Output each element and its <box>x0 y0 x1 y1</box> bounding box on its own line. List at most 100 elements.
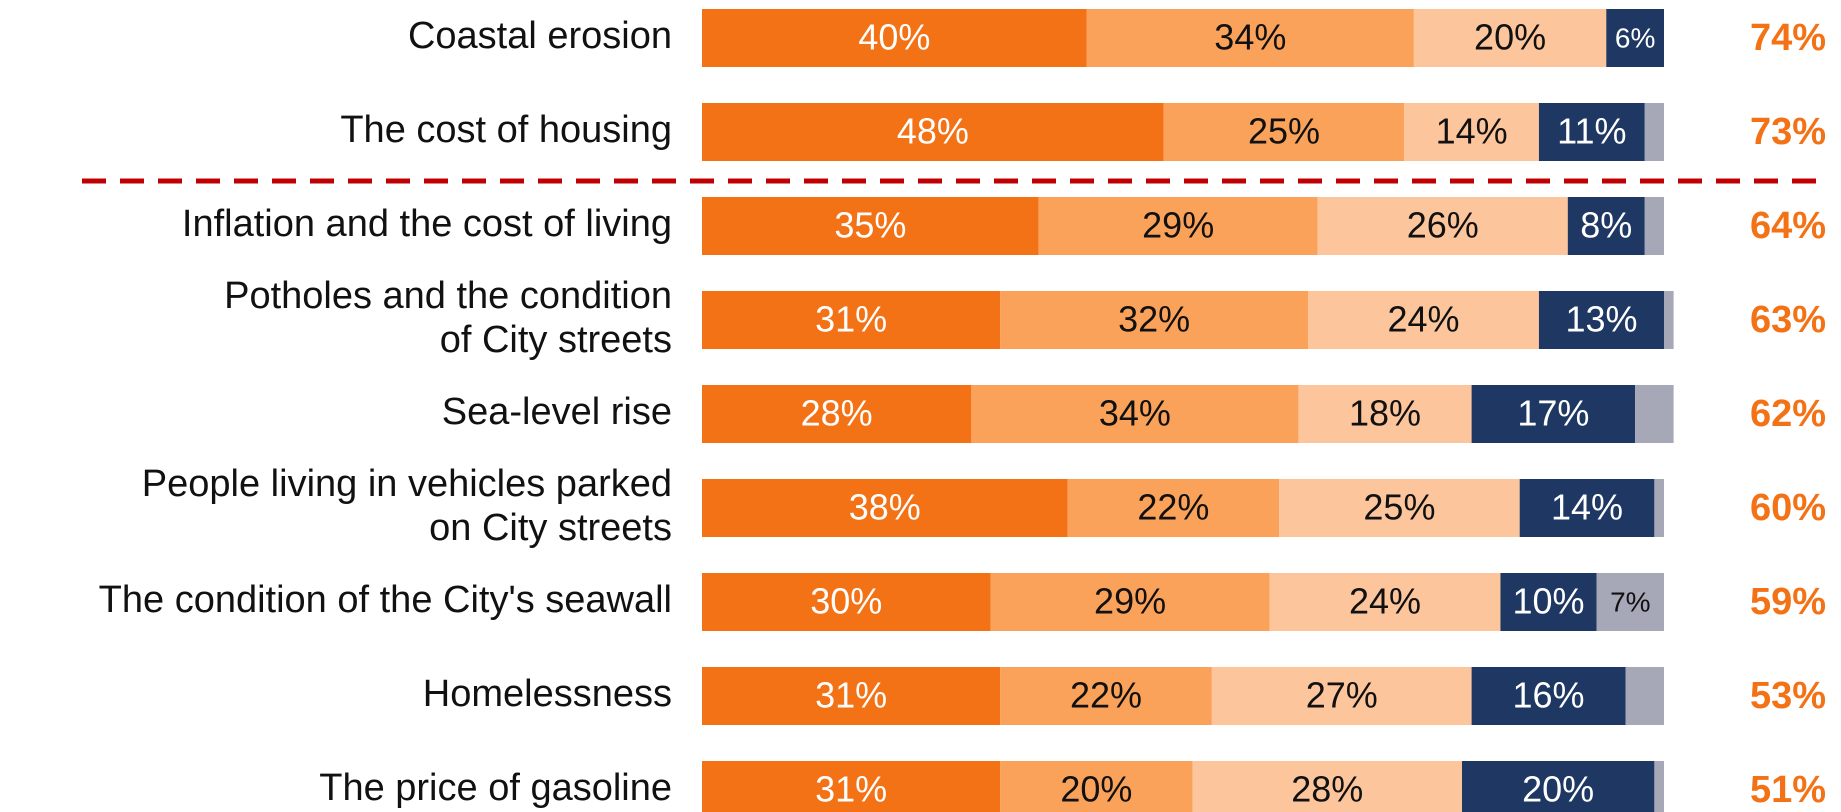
bar-segment <box>1461 761 1655 812</box>
bar-segment <box>702 667 1001 725</box>
total-value-label: 51% <box>1750 769 1826 811</box>
bar-segment <box>1038 197 1318 255</box>
bar-segment <box>1163 103 1405 161</box>
bar-segment <box>971 385 1299 443</box>
category-label-line: Sea-level rise <box>442 391 672 433</box>
bar-row: The price of gasoline 31% 20% 28% 20% 51% <box>319 761 1826 812</box>
total-value-label: 60% <box>1750 487 1826 529</box>
segment-value-label: 11% <box>1557 111 1626 152</box>
total-value-label: 74% <box>1750 17 1826 59</box>
bar-segment <box>1644 103 1664 161</box>
total-value-label: 64% <box>1750 205 1826 247</box>
bar-segment <box>1086 9 1414 67</box>
bar-row: The cost of housing 48% 25% 14% 11% 73% <box>340 103 1826 161</box>
bar-segment <box>1538 103 1645 161</box>
bar-segment <box>1471 667 1626 725</box>
bar-segment <box>1000 667 1212 725</box>
bar-segment <box>1279 479 1520 537</box>
category-label: Coastal erosion <box>408 15 672 57</box>
bar-segment <box>702 761 1001 812</box>
category-label-line: of City streets <box>440 319 672 361</box>
bar-segment <box>1192 761 1462 812</box>
bar-row: Homelessness 31% 22% 27% 16% 53% <box>423 667 1826 725</box>
category-label: People living in vehicles parked on City … <box>142 463 672 549</box>
segment-value-label: 34% <box>1214 17 1286 58</box>
bar-segment <box>1413 9 1607 67</box>
segment-value-label: 29% <box>1142 205 1214 246</box>
total-value-label: 53% <box>1750 675 1826 717</box>
segment-value-label: 32% <box>1118 299 1190 340</box>
bar-segment <box>702 291 1001 349</box>
category-label: The cost of housing <box>340 109 672 151</box>
bar-row: The condition of the City's seawall 30% 29… <box>99 573 1826 631</box>
segment-value-label: 29% <box>1094 581 1166 622</box>
segment-value-label: 22% <box>1137 487 1209 528</box>
bar-segment <box>702 197 1039 255</box>
segment-value-label: 28% <box>801 393 873 434</box>
category-label: Sea-level rise <box>442 391 672 433</box>
segment-value-label: 18% <box>1349 393 1421 434</box>
category-label-line: on City streets <box>429 507 672 549</box>
bar-row: Coastal erosion 40% 34% 20% 6% 74% <box>408 9 1826 67</box>
category-label-line: The price of gasoline <box>319 767 672 809</box>
category-label-line: The cost of housing <box>340 109 672 151</box>
bar-segment <box>1211 667 1472 725</box>
bar-segment <box>702 479 1068 537</box>
segment-value-label: 25% <box>1248 111 1320 152</box>
segment-value-label: 17% <box>1517 393 1589 434</box>
bar-segment <box>1538 291 1664 349</box>
bar-segment <box>1654 761 1664 812</box>
segment-value-label: 35% <box>834 205 906 246</box>
category-label: Potholes and the condition of City street… <box>224 275 672 361</box>
bar-segment <box>1625 667 1664 725</box>
total-value-label: 63% <box>1750 299 1826 341</box>
bar-segment <box>1308 291 1539 349</box>
segment-value-label: 31% <box>815 675 887 716</box>
segment-value-label: 48% <box>897 111 969 152</box>
segment-value-label: 40% <box>858 17 930 58</box>
segment-value-label: 38% <box>849 487 921 528</box>
total-value-label: 73% <box>1750 111 1826 153</box>
category-label-line: The condition of the City's seawall <box>99 579 672 621</box>
bar-segment <box>1644 197 1664 255</box>
segment-value-label: 34% <box>1099 393 1171 434</box>
bar-segment <box>1500 573 1597 631</box>
bar-segment <box>1269 573 1501 631</box>
bar-row: Potholes and the condition of City street… <box>224 275 1826 361</box>
category-label-line: Potholes and the condition <box>224 275 672 317</box>
bar-segment <box>1567 197 1645 255</box>
bar-segment <box>1404 103 1539 161</box>
category-label-line: Inflation and the cost of living <box>182 203 672 245</box>
bar-segment <box>1067 479 1280 537</box>
segment-value-label: 8% <box>1580 205 1632 246</box>
segment-value-label: 24% <box>1349 581 1421 622</box>
bar-segment <box>1664 291 1674 349</box>
category-label-line: Homelessness <box>423 673 672 715</box>
total-value-label: 59% <box>1750 581 1826 623</box>
bar-row: Sea-level rise 28% 34% 18% 17% 62% <box>442 385 1826 443</box>
bar-segment <box>702 103 1164 161</box>
segment-value-label: 14% <box>1436 111 1508 152</box>
bar-segment <box>702 9 1087 67</box>
segment-value-label: 22% <box>1070 675 1142 716</box>
segment-value-label: 16% <box>1513 675 1585 716</box>
segment-value-label: 31% <box>815 299 887 340</box>
bar-row: People living in vehicles parked on City … <box>142 463 1826 549</box>
segment-value-label: 20% <box>1474 17 1546 58</box>
segment-value-label: 20% <box>1060 769 1132 810</box>
total-value-label: 62% <box>1750 393 1826 435</box>
category-label: The price of gasoline <box>319 767 672 809</box>
category-label-line: People living in vehicles parked <box>142 463 672 505</box>
bar-segment <box>1606 9 1664 67</box>
segment-value-label: 10% <box>1513 581 1585 622</box>
bar-segment <box>1000 761 1193 812</box>
segment-value-label: 24% <box>1387 299 1459 340</box>
bar-segment <box>1298 385 1472 443</box>
segment-value-label: 26% <box>1407 205 1479 246</box>
bar-row: Inflation and the cost of living 35% 29% 26… <box>182 197 1826 255</box>
category-label: The condition of the City's seawall <box>99 579 672 621</box>
bar-segment <box>1654 479 1664 537</box>
bar-segment <box>1317 197 1568 255</box>
segment-value-label: 20% <box>1522 769 1594 810</box>
category-label-line: Coastal erosion <box>408 15 672 57</box>
